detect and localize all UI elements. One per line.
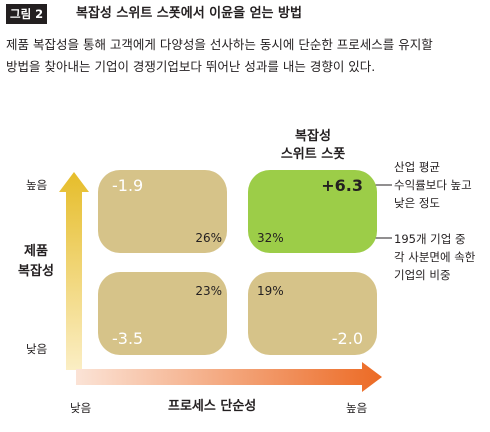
y-axis-high-label: 높음 <box>26 178 48 192</box>
share-note: 195개 기업 중 각 사분면에 속한 기업의 비중 <box>394 230 475 284</box>
x-axis-arrow <box>76 362 382 392</box>
y-axis-arrow <box>59 172 89 370</box>
x-axis-title: 프로세스 단순성 <box>168 399 257 414</box>
quadrant-value: -3.5 <box>112 329 144 348</box>
x-axis-low-label: 낮음 <box>70 401 92 415</box>
sweet-spot-line-1: 복잡성 <box>295 129 331 144</box>
quadrant-share: 32% <box>257 231 284 245</box>
quadrant-bottom-right: 19% -2.0 <box>248 272 377 355</box>
share-note-line-2: 각 사분면에 속한 <box>394 250 476 264</box>
y-axis-low-label: 낮음 <box>26 342 48 356</box>
quadrant-share: 26% <box>195 231 222 245</box>
quadrant-top-left: -1.9 26% <box>98 170 227 253</box>
value-note-line-3: 낮은 정도 <box>394 196 440 210</box>
figure-title: 복잡성 스위트 스폿에서 이윤을 얻는 방법 <box>76 6 302 21</box>
quadrant-value: +6.3 <box>321 176 363 195</box>
share-note-line-1: 195개 기업 중 <box>394 232 466 246</box>
y-axis-title-line-1: 제품 <box>24 244 48 259</box>
quadrant-share: 19% <box>257 284 284 298</box>
quadrant-value: -1.9 <box>112 176 144 195</box>
quadrant-value: -2.0 <box>331 329 363 348</box>
y-axis-title-line-2: 복잡성 <box>18 264 54 279</box>
description-line-1: 제품 복잡성을 통해 고객에게 다양성을 선사하는 동시에 단순한 프로세스를 … <box>6 37 433 52</box>
x-axis-high-label: 높음 <box>346 401 368 415</box>
quadrant-top-right-sweet-spot: +6.3 32% <box>248 170 377 253</box>
share-note-line-3: 기업의 비중 <box>394 268 451 282</box>
description-line-2: 방법을 찾아내는 기업이 경쟁기업보다 뛰어난 성과를 내는 경향이 있다. <box>6 59 376 74</box>
y-axis-title: 제품 복잡성 <box>10 242 62 282</box>
value-note: 산업 평균 수익률보다 높고 낮은 정도 <box>394 158 472 212</box>
quadrant-bottom-left: 23% -3.5 <box>98 272 227 355</box>
figure-number-tag: 그림 2 <box>6 4 48 24</box>
sweet-spot-line-2: 스위트 스폿 <box>280 147 346 162</box>
value-note-line-2: 수익률보다 높고 <box>394 178 472 192</box>
sweet-spot-label: 복잡성 스위트 스폿 <box>258 128 368 164</box>
quadrant-share: 23% <box>195 284 222 298</box>
figure-description: 제품 복잡성을 통해 고객에게 다양성을 선사하는 동시에 단순한 프로세스를 … <box>6 34 486 78</box>
value-note-line-1: 산업 평균 <box>394 160 440 174</box>
